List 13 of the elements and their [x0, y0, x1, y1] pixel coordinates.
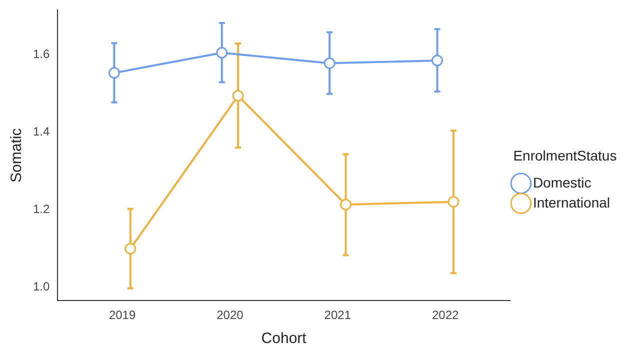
x-axis-title: Cohort [261, 330, 308, 348]
y-tick-label: 1.4 [32, 124, 50, 138]
y-tick-label: 1.0 [32, 279, 50, 294]
legend-label: Domestic [532, 174, 592, 190]
legend-label: International [532, 194, 610, 210]
legend-title: EnrolmentStatus [513, 147, 617, 164]
x-tick-label: 2021 [324, 308, 352, 322]
x-tick-label: 2022 [432, 308, 460, 322]
y-tick-label: 1.2 [32, 202, 50, 216]
y-tick-label: 1.6 [32, 47, 50, 62]
x-tick-label: 2020 [216, 308, 244, 322]
y-axis-title: Somatic [8, 128, 26, 182]
x-tick-label: 2019 [108, 308, 136, 322]
